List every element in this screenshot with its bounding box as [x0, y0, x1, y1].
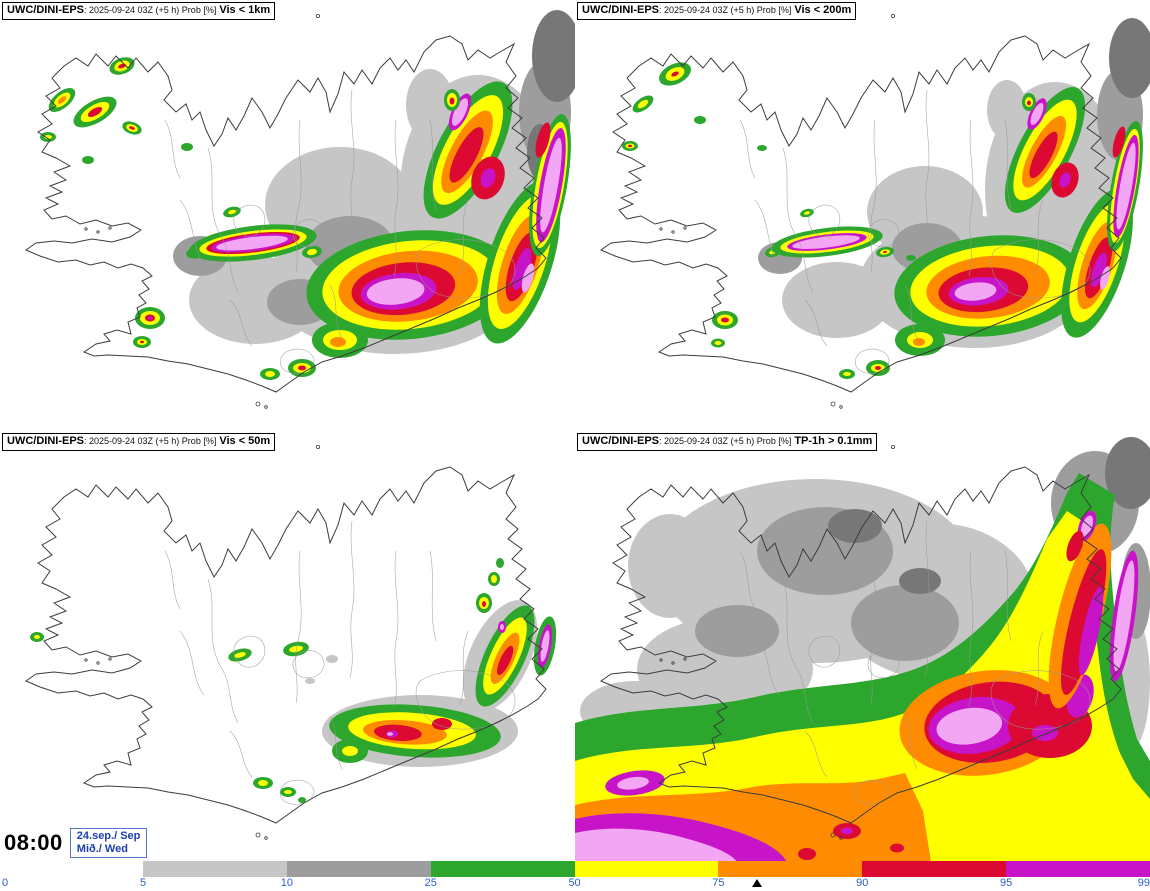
valid-time-block: 08:00 24.sep./ Sep Mið./ Wed — [4, 828, 152, 858]
model-name: UWC/DINI-EPS — [582, 435, 659, 447]
probability-field — [30, 558, 557, 803]
valid-date: 24.sep./ Sep — [76, 830, 141, 842]
map-vis-1km — [25, 10, 575, 409]
colorbar-marker — [752, 879, 762, 887]
colorbar-segment-5-10 — [143, 861, 287, 877]
map-vis-50m — [25, 444, 557, 840]
panel-title: UWC/DINI-EPS: 2025-09-24 03Z (+5 h) Prob… — [577, 433, 878, 451]
probability-field — [622, 18, 1150, 379]
variable-label: Vis < 1km — [219, 4, 271, 16]
panel-vis-1km: UWC/DINI-EPS: 2025-09-24 03Z (+5 h) Prob… — [0, 0, 575, 431]
colorbar-segment-75-90 — [718, 861, 863, 877]
probability-field — [575, 437, 1150, 862]
colorbar — [143, 861, 1150, 877]
colorbar-tick-5: 5 — [139, 877, 147, 889]
colorbar-tick-50: 50 — [568, 877, 581, 889]
run-info: : 2025-09-24 03Z (+5 h) Prob [%] — [659, 5, 792, 15]
panel-title: UWC/DINI-EPS: 2025-09-24 03Z (+5 h) Prob… — [577, 2, 857, 20]
panel-vis-50m: UWC/DINI-EPS: 2025-09-24 03Z (+5 h) Prob… — [0, 431, 575, 862]
colorbar-tick-95: 95 — [1000, 877, 1013, 889]
probability-field — [40, 10, 575, 380]
colorbar-segment-95-99 — [1006, 861, 1150, 877]
colorbar-tick-75: 75 — [712, 877, 725, 889]
variable-label: Vis < 200m — [794, 4, 852, 16]
run-info: : 2025-09-24 03Z (+5 h) Prob [%] — [659, 436, 792, 446]
panel-title: UWC/DINI-EPS: 2025-09-24 03Z (+5 h) Prob… — [2, 2, 276, 20]
colorbar-segment-10-25 — [286, 861, 431, 877]
model-name: UWC/DINI-EPS — [7, 4, 84, 16]
map-tp-1h — [575, 437, 1150, 862]
model-name: UWC/DINI-EPS — [7, 435, 84, 447]
colorbar-segment-90-95 — [862, 861, 1007, 877]
valid-date-box: 24.sep./ Sep Mið./ Wed — [69, 828, 148, 858]
colorbar-tick-10: 10 — [280, 877, 293, 889]
variable-label: TP-1h > 0.1mm — [794, 435, 873, 447]
run-info: : 2025-09-24 03Z (+5 h) Prob [%] — [84, 5, 217, 15]
panel-vis-200m: UWC/DINI-EPS: 2025-09-24 03Z (+5 h) Prob… — [575, 0, 1150, 431]
colorbar-tick-90: 90 — [856, 877, 869, 889]
colorbar-tick-99: 99 — [1137, 877, 1150, 889]
variable-label: Vis < 50m — [219, 435, 271, 447]
colorbar-tick-25: 25 — [424, 877, 437, 889]
run-info: : 2025-09-24 03Z (+5 h) Prob [%] — [84, 436, 217, 446]
panel-tp-1h: UWC/DINI-EPS: 2025-09-24 03Z (+5 h) Prob… — [575, 431, 1150, 862]
colorbar-segment-25-50 — [430, 861, 575, 877]
model-name: UWC/DINI-EPS — [582, 4, 659, 16]
valid-time: 08:00 — [4, 830, 63, 855]
valid-weekday: Mið./ Wed — [76, 843, 128, 855]
panel-title: UWC/DINI-EPS: 2025-09-24 03Z (+5 h) Prob… — [2, 433, 276, 451]
colorbar-tick-0: 0 — [2, 877, 9, 889]
colorbar-segment-50-75 — [574, 861, 719, 877]
map-vis-200m — [600, 13, 1150, 409]
colorbar-ticks: 0 5 10 25 50 75 90 95 99 — [0, 877, 1150, 891]
